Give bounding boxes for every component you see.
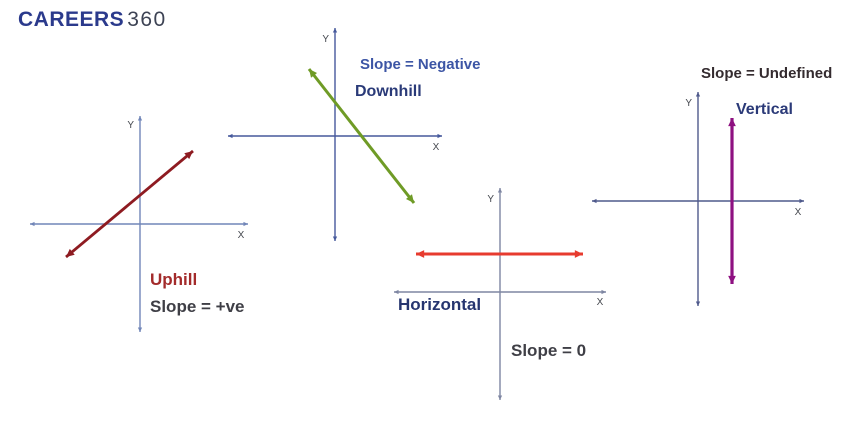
downhill-label: Downhill (355, 83, 422, 100)
uphill-x-axis-label: X (238, 230, 245, 241)
careers360-logo: CAREERS 360 (18, 8, 167, 32)
arrowhead (66, 248, 75, 257)
slope-zero-label: Slope = 0 (511, 341, 587, 360)
logo-text-careers: CAREERS (18, 8, 125, 31)
panel-horizontal: YX (394, 188, 606, 400)
vertical-y-axis-label: Y (685, 98, 692, 109)
arrowhead (30, 221, 35, 227)
arrowhead (309, 69, 318, 78)
slope-positive-label: Slope = +ve (150, 297, 245, 316)
horizontal-label: Horizontal (398, 295, 482, 314)
arrowhead (728, 118, 736, 127)
horizontal-y-axis-label: Y (487, 194, 494, 205)
slope-undefined-label: Slope = Undefined (701, 65, 833, 82)
arrowhead (574, 250, 583, 258)
arrowhead (695, 92, 701, 97)
arrowhead (184, 151, 193, 160)
arrowhead (394, 289, 399, 295)
vertical-label: Vertical (736, 101, 793, 118)
uphill-y-axis-label: Y (127, 120, 134, 131)
arrowhead (332, 236, 338, 241)
logo-text-360: 360 (127, 8, 167, 31)
vertical-x-axis-label: X (795, 207, 802, 218)
arrowhead (497, 188, 503, 193)
arrowhead (137, 116, 143, 121)
arrowhead (437, 133, 442, 139)
arrowhead (601, 289, 606, 295)
arrowhead (405, 194, 414, 203)
panel-downhill: YX (228, 28, 442, 241)
arrowhead (228, 133, 233, 139)
arrowhead (243, 221, 248, 227)
uphill-slope-line (65, 149, 194, 259)
arrowhead (799, 198, 804, 204)
downhill-x-axis-label: X (433, 142, 440, 153)
horizontal-x-axis-label: X (597, 297, 604, 308)
arrowhead (416, 250, 425, 258)
slope-negative-label: Slope = Negative (360, 56, 481, 73)
panel-uphill: YX (30, 116, 248, 332)
panel-vertical: YX (592, 92, 804, 306)
arrowhead (497, 395, 503, 400)
arrowhead (592, 198, 597, 204)
downhill-slope-line (307, 68, 416, 204)
arrowhead (728, 275, 736, 284)
arrowhead (137, 327, 143, 332)
arrowhead (695, 301, 701, 306)
arrowhead (332, 28, 338, 33)
downhill-y-axis-label: Y (322, 34, 329, 45)
uphill-label: Uphill (150, 270, 198, 289)
